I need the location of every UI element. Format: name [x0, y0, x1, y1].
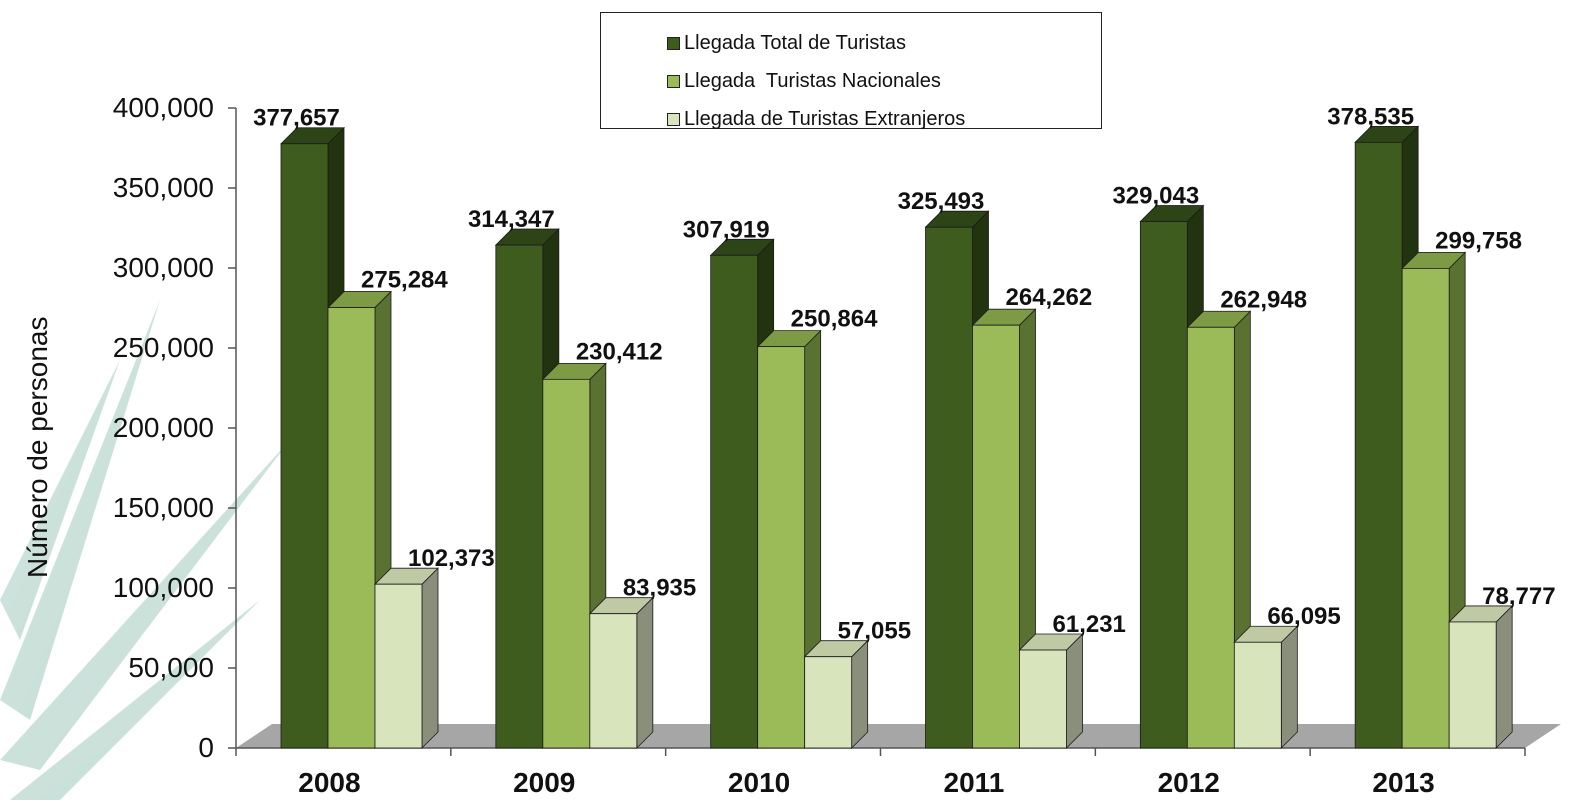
bar-front-face: [1448, 621, 1497, 749]
legend-item-total: Llegada Total de Turistas: [667, 32, 906, 54]
y-tick-label: 50,000: [128, 652, 214, 683]
data-label: 377,657: [253, 105, 340, 132]
data-label: 57,055: [838, 618, 911, 645]
data-label: 230,412: [576, 338, 663, 365]
x-tick-label: 2008: [298, 767, 360, 798]
bar-2011-series-2: [1018, 633, 1084, 749]
bar-front-face: [972, 324, 1020, 749]
bar-2013-series-2: [1448, 604, 1514, 749]
bar-side-face: [851, 639, 869, 749]
background-leaves: [0, 300, 290, 800]
bar-side-face: [636, 596, 654, 749]
data-label: 314,347: [468, 206, 555, 233]
x-tick-label: 2011: [944, 767, 1005, 798]
bar-front-face: [1186, 326, 1235, 749]
data-label: 275,284: [361, 267, 448, 294]
y-tick-label: 100,000: [113, 572, 214, 603]
y-axis: 0 50,000 100,000 150,000 200,000 250,000 300,0…: [113, 92, 1526, 763]
bar-front-face: [1354, 141, 1403, 749]
y-tick-label: 150,000: [113, 492, 214, 523]
bar-front-face: [804, 656, 853, 749]
x-tick-label: 2012: [1158, 767, 1220, 798]
bar-2010-series-2: [803, 639, 869, 749]
data-label: 299,758: [1435, 227, 1522, 254]
bar-front-face: [374, 583, 423, 749]
bar-front-face: [1401, 267, 1450, 749]
bar-2010-series-1: [756, 329, 822, 749]
y-tick-label: 300,000: [113, 252, 214, 283]
bar-2008-series-2: [374, 567, 439, 749]
bar-front-face: [542, 378, 591, 749]
bar-2012-series-2: [1233, 625, 1299, 749]
x-axis-tick-labels: 2008 2009 2010 2011 2012 2013: [298, 767, 1434, 798]
data-label: 329,043: [1112, 183, 1199, 210]
x-tick-label: 2010: [728, 767, 790, 798]
legend-label-nacionales: Llegada Turistas Nacionales: [684, 69, 941, 92]
bar-2009-series-1: [541, 362, 607, 749]
x-tick-label: 2009: [513, 767, 575, 798]
bar-side-face: [1280, 625, 1298, 749]
bar-front-face: [757, 346, 806, 749]
bar-front-face: [327, 307, 376, 749]
legend-swatch-nacionales: [667, 74, 680, 88]
data-label: 378,535: [1327, 103, 1414, 130]
data-label: 262,948: [1220, 286, 1307, 313]
y-tick-label: 250,000: [113, 332, 214, 363]
data-label: 83,935: [623, 575, 696, 602]
legend-label-extranjeros: Llegada de Turistas Extranjeros: [684, 107, 966, 130]
legend-item-extranjeros: Llegada de Turistas Extranjeros: [667, 108, 965, 130]
bar-2009-series-2: [588, 596, 654, 749]
bar-series-group: [280, 125, 1514, 749]
y-tick-label: 0: [198, 732, 214, 763]
y-tick-label: 200,000: [113, 412, 214, 443]
bar-front-face: [925, 226, 973, 749]
bar-front-face: [1139, 221, 1188, 749]
bar-2011-series-1: [971, 308, 1037, 749]
bar-front-face: [1019, 649, 1067, 749]
data-label: 78,777: [1482, 583, 1555, 610]
bar-front-face: [1233, 641, 1282, 749]
legend-swatch-total: [667, 36, 680, 50]
data-labels-group: 377,657 275,284 102,373 314,347 230,412 83,93…: [253, 103, 1555, 644]
legend-item-nacionales: Llegada Turistas Nacionales: [667, 70, 941, 92]
bar-front-face: [710, 254, 759, 749]
bar-front-face: [589, 613, 638, 749]
data-label: 307,919: [683, 216, 770, 243]
bar-front-face: [280, 143, 329, 749]
data-label: 61,231: [1053, 611, 1126, 638]
legend-label-total: Llegada Total de Turistas: [684, 31, 907, 54]
data-label: 250,864: [791, 306, 878, 333]
data-label: 325,493: [898, 188, 985, 215]
bar-side-face: [1495, 604, 1513, 749]
data-label: 66,095: [1267, 603, 1340, 630]
y-tick-label: 350,000: [113, 172, 214, 203]
y-tick-label: 400,000: [113, 92, 214, 123]
bar-side-face: [421, 567, 439, 749]
bar-front-face: [495, 244, 544, 749]
y-axis-title: Número de personas: [22, 316, 53, 578]
bar-side-face: [1066, 633, 1083, 749]
data-label: 264,262: [1006, 284, 1093, 311]
chart-legend: Llegada Total de Turistas Llegada Turist…: [600, 12, 1102, 130]
legend-swatch-extranjeros: [667, 112, 680, 126]
data-label: 102,373: [408, 545, 495, 572]
x-tick-label: 2013: [1372, 767, 1434, 798]
